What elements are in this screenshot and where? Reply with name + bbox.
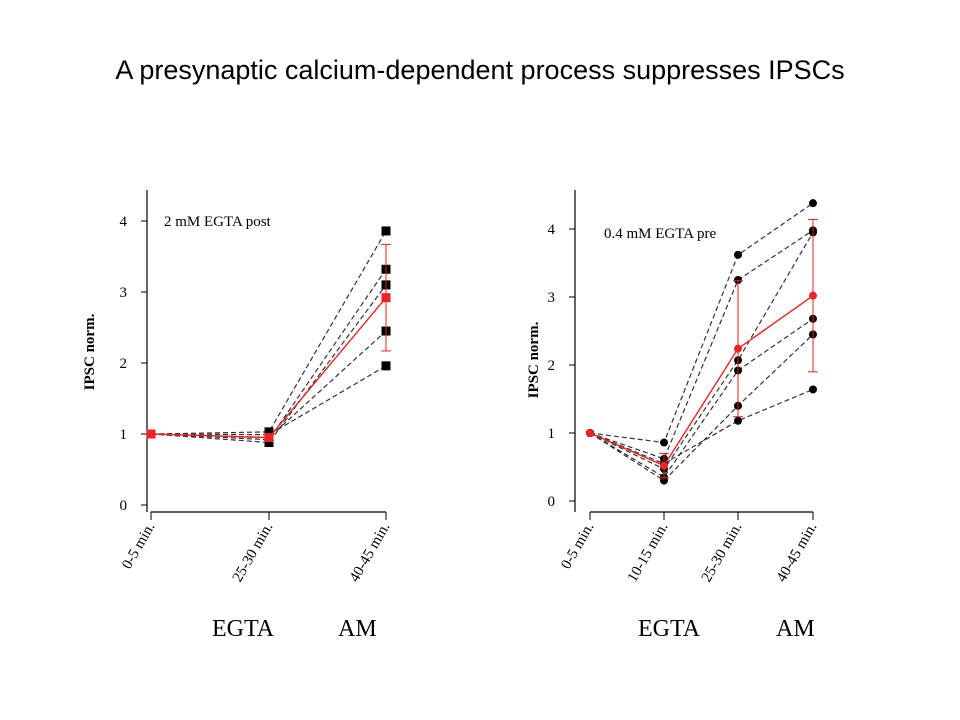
right-y-axis-label: IPSC norm. [526,321,542,398]
caption-right-am: AM [776,616,815,642]
left-y-tick-label: 1 [120,427,128,443]
left-y-tick-label: 2 [120,356,128,372]
right-data-point [734,250,742,259]
right-x-tick-label: 10-15 min. [625,520,672,585]
left-data-point [264,438,274,448]
right-series-line [589,202,814,444]
caption-right-egta: EGTA [638,616,701,642]
caption-left-egta: EGTA [212,616,275,642]
right-mean-point [586,429,594,437]
left-annotation: 2 mM EGTA post [164,214,272,230]
slide-title: A presynaptic calcium-dependent process … [115,55,845,85]
left-data-point [381,361,391,371]
right-x-tick-label: 25-30 min. [699,520,746,585]
left-mean-point [146,429,156,439]
right-annotation: 0.4 mM EGTA pre [604,226,716,242]
right-mean-point [809,291,817,300]
left-y-axis-label: IPSC norm. [82,313,98,390]
right-x-tick-label: 0-5 min. [558,520,597,572]
right-x-tick-label: 40-45 min. [774,520,821,585]
right-mean-line [589,295,814,467]
right-series-line [589,232,814,470]
left-data-point [381,226,391,236]
right-y-tick-label: 0 [548,494,556,510]
left-series-line [150,230,387,435]
right-series-line [589,229,814,460]
right-data-point [734,416,742,425]
left-y-tick-label: 4 [120,214,128,230]
right-data-point [809,385,817,394]
left-mean-point [381,293,391,303]
right-y-tick-label: 4 [548,222,556,238]
left-y-tick-label: 3 [120,285,128,301]
left-mean-point [264,433,274,443]
left-y-tick-label: 0 [120,498,128,514]
right-series-line [589,318,814,479]
right-y-tick-label: 1 [548,426,556,442]
right-y-tick-label: 2 [548,358,556,374]
right-data-point [660,438,668,447]
caption-left-am: AM [338,616,377,642]
right-mean-point [660,461,668,470]
right-series-line [589,388,814,465]
right-series-line [589,333,814,482]
left-series-line [150,284,387,444]
left-series-line [150,365,387,436]
right-data-point [660,476,668,485]
right-data-point [809,199,817,208]
right-y-tick-label: 3 [548,290,556,306]
right-data-point [734,276,742,284]
right-mean-point [734,344,742,353]
